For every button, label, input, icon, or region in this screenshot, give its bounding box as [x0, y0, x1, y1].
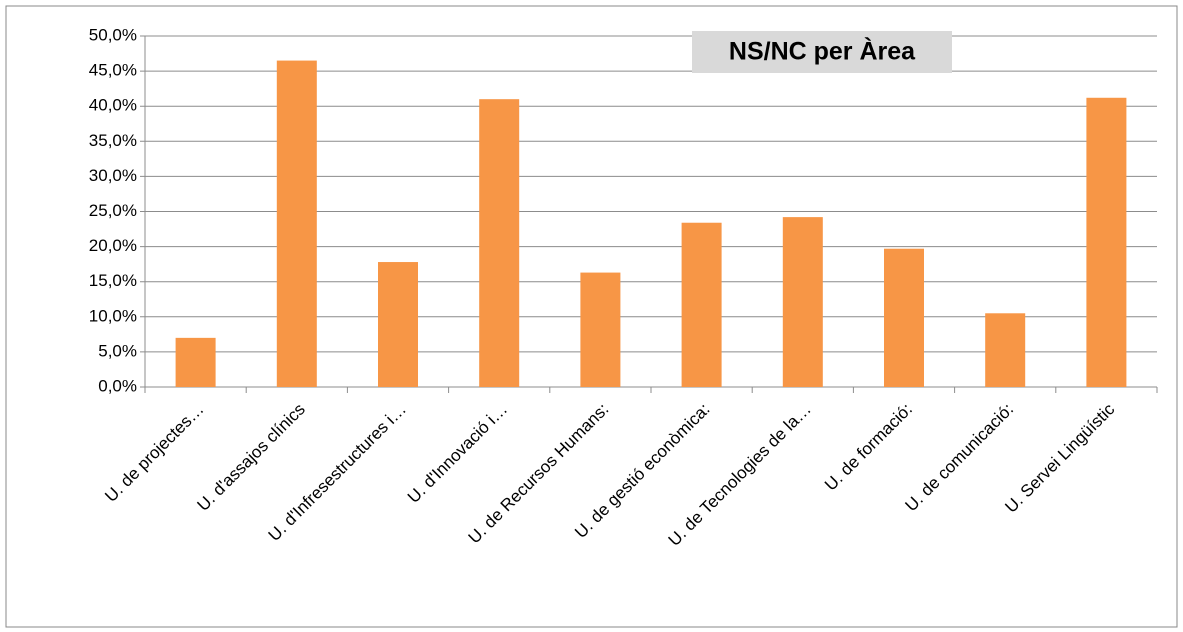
- y-tick-label: 50,0%: [89, 25, 137, 44]
- y-tick-label: 10,0%: [89, 306, 137, 325]
- y-tick-label: 20,0%: [89, 236, 137, 255]
- y-tick-label: 30,0%: [89, 166, 137, 185]
- bar: [175, 337, 216, 387]
- chart-title: NS/NC per Àrea: [729, 37, 916, 66]
- bar: [378, 262, 418, 387]
- title-box: [692, 31, 952, 73]
- bar: [479, 99, 520, 388]
- y-tick-label: 35,0%: [89, 131, 137, 150]
- y-tick-label: 0,0%: [98, 376, 137, 395]
- bar: [276, 60, 317, 387]
- y-tick-label: 15,0%: [89, 271, 137, 290]
- bar: [884, 248, 924, 387]
- y-tick-label: 45,0%: [89, 61, 137, 80]
- y-tick-label: 5,0%: [98, 341, 137, 360]
- y-tick-label: 25,0%: [89, 201, 137, 220]
- bar: [580, 272, 621, 387]
- bar: [782, 217, 823, 387]
- bar: [681, 222, 722, 387]
- y-tick-label: 40,0%: [89, 96, 137, 115]
- bar: [1086, 97, 1127, 387]
- bar: [985, 313, 1026, 387]
